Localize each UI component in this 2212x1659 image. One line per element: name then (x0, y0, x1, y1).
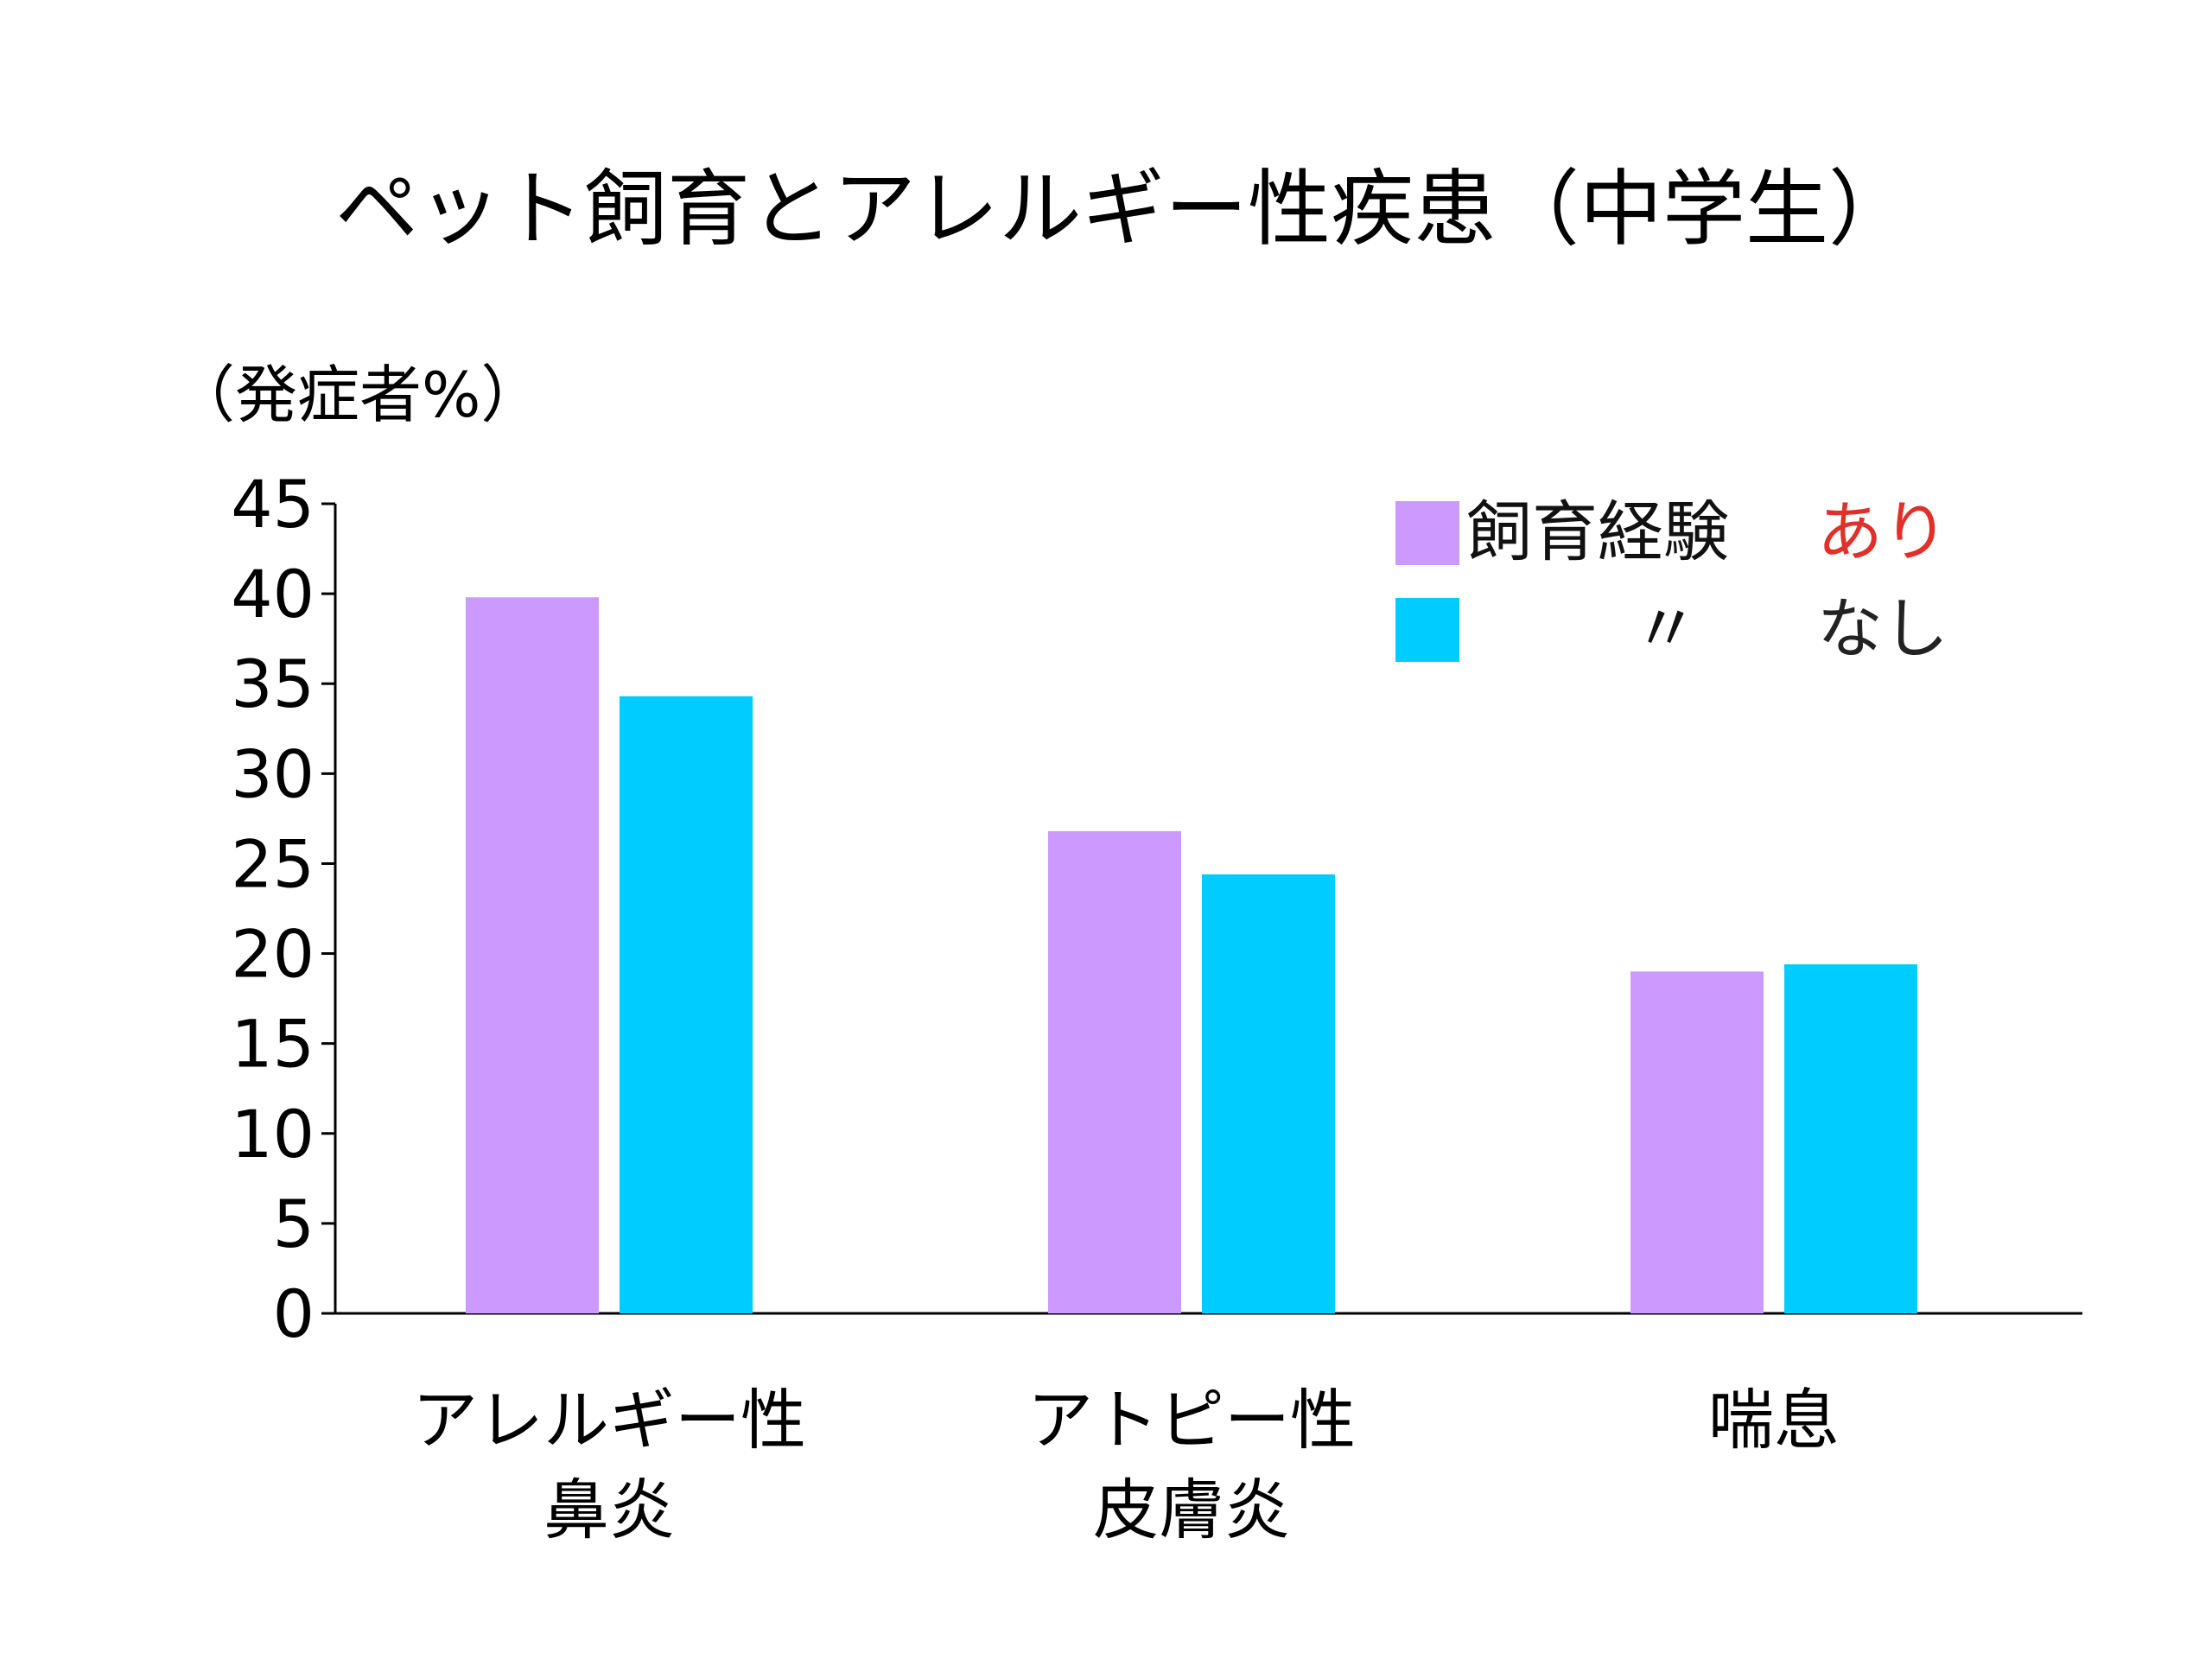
y-tick-label: 15 (231, 1006, 315, 1083)
y-tick-label: 20 (231, 916, 315, 993)
legend-suffix-0: あり (1817, 493, 1948, 570)
x-axis-category-labels: アレルギー性鼻炎 アトピー性皮膚炎 喘息 (412, 1382, 1840, 1548)
y-tick-label: 30 (231, 735, 315, 812)
y-tick-label: 35 (231, 645, 315, 722)
x-category-label-line: アトピー性 (1027, 1382, 1356, 1459)
legend-swatch-0 (1395, 501, 1459, 565)
bars (466, 597, 1917, 1313)
x-category-label-line: 喘息 (1708, 1382, 1840, 1459)
y-axis-unit-label: （発症者%） (173, 359, 543, 431)
y-tick-label: 5 (273, 1185, 315, 1262)
legend-suffix-1: なし (1817, 590, 1948, 667)
x-category-label-line: 皮膚炎 (1093, 1471, 1290, 1548)
x-category-label-line: 鼻炎 (543, 1471, 675, 1548)
legend-label-0: 飼育経験 (1466, 493, 1729, 570)
y-tick-label: 0 (273, 1275, 315, 1352)
y-tick-label: 45 (231, 466, 315, 543)
x-category-label: アレルギー性鼻炎 (412, 1382, 806, 1548)
chart-title: ペット飼育とアレルギー性疾患（中学生） (335, 161, 1911, 257)
x-category-label: 喘息 (1708, 1382, 1840, 1459)
bar-series0-cat2 (1630, 971, 1764, 1313)
x-category-label: アトピー性皮膚炎 (1027, 1382, 1356, 1548)
y-tick-label: 40 (231, 556, 315, 632)
bar-series0-cat0 (466, 597, 599, 1313)
x-category-label-line: アレルギー性 (412, 1382, 806, 1459)
legend: 飼育経験 あり〃 なし (1395, 493, 1948, 667)
legend-swatch-1 (1395, 598, 1459, 662)
legend-label-1: 〃 (1633, 590, 1699, 667)
bar-series0-cat1 (1048, 830, 1181, 1313)
bar-series1-cat2 (1784, 964, 1917, 1313)
y-tick-label: 10 (231, 1096, 315, 1173)
bar-series1-cat1 (1202, 874, 1335, 1313)
bar-series1-cat0 (620, 696, 753, 1313)
y-tick-label: 25 (231, 825, 315, 902)
y-axis-ticks: 0 5 10 15 20 25 30 35 40 45 (231, 466, 335, 1352)
